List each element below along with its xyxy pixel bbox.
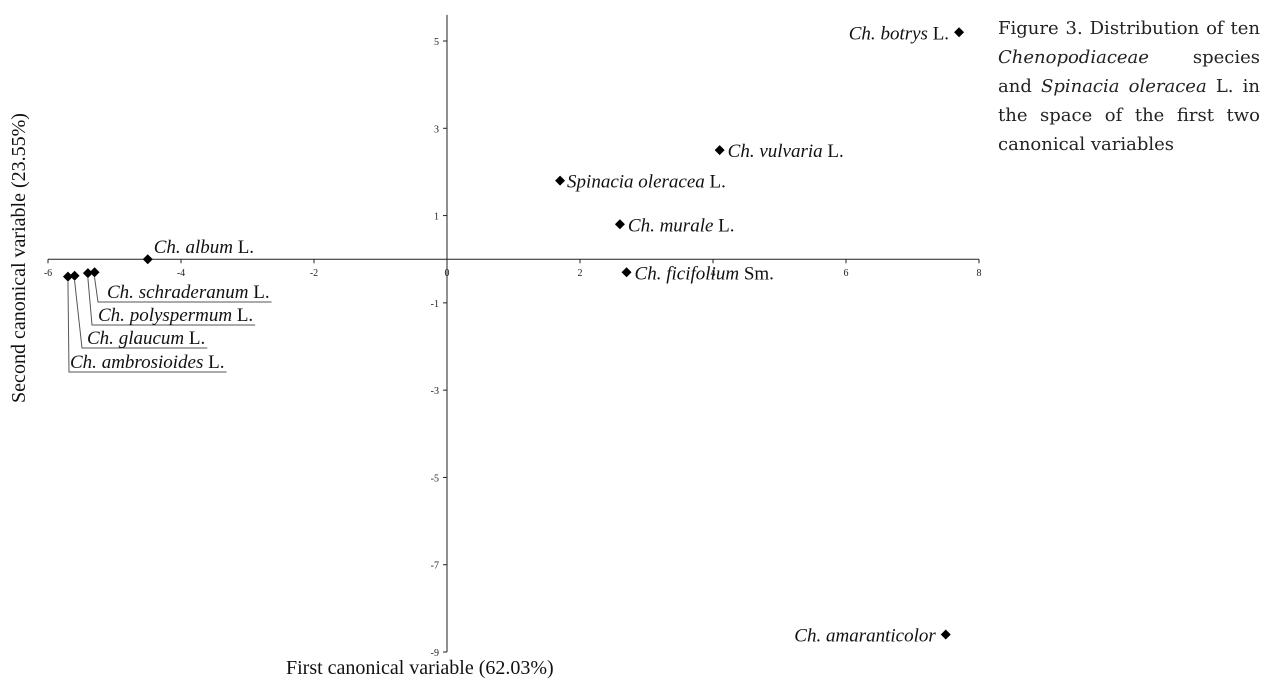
y-tick-label: -7	[431, 561, 439, 572]
label-leader-line	[67, 281, 227, 373]
y-axis-ticks: 5 3 1 -1 -3 -5 -7 -9	[431, 37, 447, 659]
point-label-author: L.	[184, 328, 205, 349]
point-label-author: L.	[705, 172, 726, 193]
point-label-author: L.	[928, 23, 949, 44]
point-label: Ch. album L.	[154, 237, 254, 258]
point-label: Ch. schraderanum L.	[107, 282, 270, 303]
point-label-genus: Ch.	[849, 23, 881, 44]
x-tick-label: -4	[177, 268, 185, 279]
point-label-genus: Ch.	[728, 141, 760, 162]
point-label: Spinacia oleracea L.	[567, 172, 726, 193]
data-point-marker	[614, 219, 625, 230]
point-label: Ch. polyspermum L.	[98, 305, 253, 326]
data-point-marker	[82, 268, 93, 279]
point-labels: Ch. botrys L.Ch. vulvaria L.Spinacia ole…	[70, 23, 949, 646]
figure-caption: Figure 3. Distribution of ten Chenopodia…	[998, 14, 1260, 159]
data-point-marker	[940, 629, 951, 640]
point-label-genus: Ch.	[98, 305, 130, 326]
point-label-epithet: polyspermum	[128, 305, 232, 326]
point-label: Ch. glaucum L.	[87, 328, 205, 349]
point-label-author: Sm.	[739, 263, 774, 284]
point-label-epithet: botrys	[880, 23, 928, 44]
point-label-author: L.	[823, 141, 844, 162]
point-label-genus: Ch.	[628, 215, 660, 236]
point-label: Ch. murale L.	[628, 215, 735, 236]
x-tick-label: 4	[711, 268, 716, 279]
data-point-marker	[142, 254, 153, 265]
point-label-epithet: ficifolium	[666, 263, 739, 284]
label-leader-line	[87, 278, 256, 326]
point-label-epithet: glaucum	[119, 328, 184, 349]
y-tick-label: -5	[431, 473, 439, 484]
y-tick-label: 5	[434, 37, 439, 48]
x-tick-label: -2	[310, 268, 318, 279]
x-tick-label: 8	[977, 268, 982, 279]
point-label-epithet: schraderanum	[139, 282, 249, 303]
point-label-epithet: amaranticolor	[826, 626, 936, 647]
point-label: Ch. amaranticolor	[794, 626, 936, 647]
y-tick-label: -9	[431, 648, 439, 659]
point-label-author: L.	[248, 282, 269, 303]
point-label-author: L.	[232, 305, 253, 326]
x-axis-title: First canonical variable (62.03%)	[286, 657, 554, 679]
data-point-marker	[89, 267, 100, 278]
x-tick-label: 6	[844, 268, 849, 279]
point-label-epithet: vulvaria	[759, 141, 822, 162]
point-label: Ch. ambrosioides L.	[70, 352, 225, 373]
label-leader-lines	[67, 277, 272, 373]
point-label-genus: Ch.	[794, 626, 826, 647]
y-tick-label: 1	[434, 212, 439, 223]
x-tick-label: -6	[44, 268, 52, 279]
data-point-marker	[62, 271, 73, 282]
data-point-marker	[555, 175, 566, 186]
point-label-author: L.	[203, 352, 224, 373]
point-label-genus: Ch.	[87, 328, 119, 349]
point-label-epithet: album	[185, 237, 233, 258]
y-tick-label: -1	[431, 299, 439, 310]
label-leader-line	[94, 277, 272, 303]
label-leader-line	[74, 280, 208, 349]
point-label-epithet: ambrosioides	[102, 352, 204, 373]
data-point-marker	[714, 145, 725, 156]
point-label-author: L.	[233, 237, 254, 258]
y-tick-label: 3	[434, 124, 439, 135]
point-label: Ch. ficifolium Sm.	[635, 263, 774, 284]
point-label-genus: Ch.	[154, 237, 186, 258]
point-label-epithet: oleracea	[638, 172, 704, 193]
data-point-marker	[69, 270, 80, 281]
x-axis-ticks: -6 -4 -2 0 2 4 6 8	[44, 259, 982, 279]
caption-family: Chenopodiaceae	[998, 47, 1149, 68]
x-tick-label: 2	[578, 268, 583, 279]
x-tick-label: 0	[445, 268, 450, 279]
y-axis-title: Second canonical variable (23.55%)	[8, 113, 30, 403]
point-label-genus: Ch.	[635, 263, 667, 284]
point-label: Ch. vulvaria L.	[728, 141, 844, 162]
caption-mid: species and	[998, 47, 1260, 97]
scatter-chart: -6 -4 -2 0 2 4 6 8 531-1-3-5-7-9 Ch. botrys L.C…	[8, 14, 982, 679]
data-point-marker	[621, 267, 632, 278]
data-point-marker	[954, 27, 965, 38]
y-tick-label: -3	[431, 386, 439, 397]
caption-species: Spinacia oleracea	[1041, 76, 1207, 97]
caption-prefix: Figure 3. Distribution of ten	[998, 18, 1260, 39]
point-label-genus: Ch.	[107, 282, 139, 303]
point-label-author: L.	[713, 215, 734, 236]
point-label-epithet: murale	[660, 215, 714, 236]
point-label-genus: Spinacia	[567, 172, 638, 193]
point-label-genus: Ch.	[70, 352, 102, 373]
data-points	[62, 27, 965, 640]
caption-suffix: L. in the space of the first two canonic…	[998, 76, 1261, 155]
axes	[48, 14, 979, 652]
point-label: Ch. botrys L.	[849, 23, 949, 44]
